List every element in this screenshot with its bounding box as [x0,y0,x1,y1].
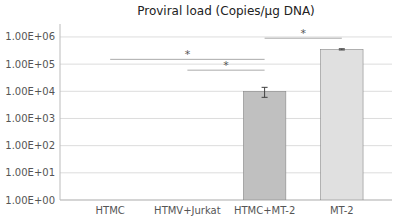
chart: Proviral load (Copies/μg DNA) 1.00E+00 1.0… [0,0,400,222]
annotation: * [300,27,306,40]
y-tick-label: 1.00E+04 [5,86,55,97]
y-tick-label: 1.00E+03 [5,113,55,124]
bar [243,91,285,200]
bar [89,200,131,201]
y-axis-line [60,24,61,200]
error-bar [262,87,268,97]
plot-area [110,38,363,200]
x-tick-label: HTMC [96,205,125,216]
title: Proviral load (Copies/μg DNA) [137,4,315,18]
annotation: * [185,48,191,61]
x-tick-label: MT-2 [330,205,354,216]
bar [321,49,363,200]
y-tick-label: 1.00E+00 [5,195,55,206]
x-tick-label: HTMC+MT-2 [234,205,295,216]
grid-line [60,36,392,37]
y-tick-label: 1.00E+05 [5,59,55,70]
bar [166,200,208,201]
y-tick-label: 1.00E+02 [5,140,55,151]
annotation: * [223,59,229,72]
grid [60,37,392,200]
y-tick-label: 1.00E+06 [5,31,55,42]
chart-container: Proviral load (Copies/μg DNA) 1.00E+00 1.0… [0,0,400,222]
error-bar [339,49,345,50]
y-tick-label: 1.00E+01 [5,167,55,178]
x-tick-label: HTMV+Jurkat [154,205,221,216]
